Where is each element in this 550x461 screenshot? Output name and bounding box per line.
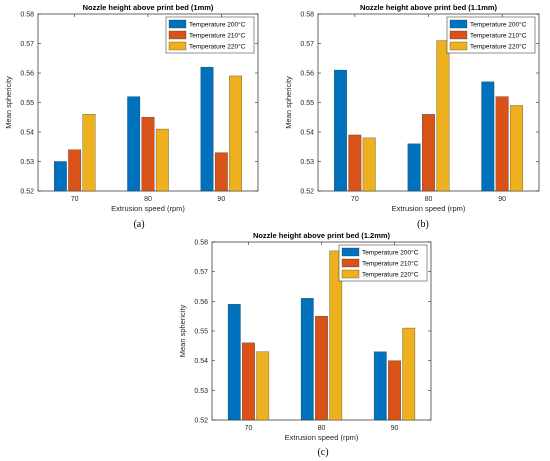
- panel-label: (b): [417, 219, 429, 230]
- y-tick-label: 0.57: [194, 269, 208, 276]
- chart-panel-3: 0.52 0.53 0.54 0.55 0.56 0.57 0.58 70 80 90 Nozzle…: [178, 231, 432, 458]
- y-tick-label: 0.58: [300, 12, 314, 19]
- chart-title: Nozzle height above print bed (1.1mm): [360, 3, 498, 12]
- bar-2: [348, 134, 362, 192]
- legend-swatch-1: [341, 247, 360, 257]
- legend-label-1: Temperature 200°C: [189, 21, 246, 29]
- bar-2: [315, 316, 328, 421]
- bar-1: [481, 81, 495, 192]
- x-axis-label: Extrusion speed (rpm): [392, 204, 466, 213]
- chart-title: Nozzle height above print bed (1mm): [83, 3, 214, 12]
- y-tick-label: 0.56: [300, 71, 314, 78]
- y-axis-label: Mean sphericity: [4, 76, 13, 129]
- x-tick-label: 80: [318, 425, 326, 432]
- bar-1: [334, 69, 347, 192]
- bar-1: [227, 304, 241, 421]
- y-tick-label: 0.54: [300, 130, 314, 137]
- y-tick-label: 0.58: [20, 12, 34, 19]
- y-tick-label: 0.52: [20, 189, 34, 196]
- bar-2: [68, 149, 82, 192]
- legend-swatch-2: [168, 30, 187, 40]
- bar-3: [402, 327, 416, 421]
- y-tick-label: 0.57: [300, 41, 314, 48]
- chart-panel-2: 0.52 0.53 0.54 0.55 0.56 0.57 0.58 70 80 90 Nozzle…: [284, 3, 540, 230]
- y-tick-label: 0.58: [194, 240, 208, 247]
- y-axis-label: Mean sphericity: [284, 76, 293, 129]
- y-tick-label: 0.56: [194, 299, 208, 306]
- x-axis-label: Extrusion speed (rpm): [111, 204, 185, 213]
- legend-label-2: Temperature 210°C: [470, 32, 527, 40]
- y-tick-label: 0.55: [20, 100, 34, 107]
- legend-swatch-2: [449, 30, 468, 40]
- legend-swatch-3: [341, 269, 360, 279]
- panel-label: (a): [133, 219, 144, 230]
- legend: Temperature 200°C Temperature 210°C Temper…: [165, 16, 255, 54]
- legend-swatch-1: [168, 19, 187, 29]
- bar-1: [373, 351, 387, 421]
- x-tick-label: 90: [217, 196, 225, 203]
- x-tick-label: 80: [425, 196, 433, 203]
- legend: Temperature 200°C Temperature 210°C Temper…: [338, 244, 428, 282]
- x-tick-label: 70: [71, 196, 79, 203]
- bar-3: [229, 75, 243, 192]
- bar-2: [141, 117, 155, 192]
- legend-swatch-1: [449, 19, 468, 29]
- bar-2: [242, 342, 255, 421]
- bar-3: [436, 40, 450, 192]
- y-tick-label: 0.54: [194, 358, 208, 365]
- bar-3: [155, 128, 169, 192]
- y-tick-label: 0.53: [300, 159, 314, 166]
- bar-1: [200, 66, 214, 192]
- bar-1: [127, 96, 141, 192]
- x-tick-label: 90: [391, 425, 399, 432]
- bar-3: [329, 250, 343, 421]
- bar-2: [388, 360, 401, 421]
- chart-panel-1: 0.52 0.53 0.54 0.55 0.56 0.57 0.58 70 80 90 Nozzle…: [4, 3, 259, 230]
- x-axis-label: Extrusion speed (rpm): [285, 433, 359, 442]
- legend-label-3: Temperature 220°C: [470, 43, 527, 51]
- x-tick-label: 90: [498, 196, 506, 203]
- y-tick-label: 0.54: [20, 130, 34, 137]
- bar-2: [214, 152, 228, 192]
- legend-swatch-2: [341, 258, 360, 268]
- bar-2: [495, 96, 509, 192]
- bar-2: [422, 114, 435, 192]
- legend: Temperature 200°C Temperature 210°C Temper…: [446, 16, 536, 54]
- y-tick-label: 0.52: [194, 418, 208, 425]
- bar-1: [300, 298, 314, 421]
- legend-swatch-3: [168, 41, 187, 51]
- y-tick-label: 0.57: [20, 41, 34, 48]
- bar-1: [53, 161, 67, 192]
- legend-label-2: Temperature 210°C: [189, 32, 246, 40]
- panel-label: (c): [317, 447, 328, 458]
- bar-3: [362, 137, 376, 192]
- legend-label-1: Temperature 200°C: [470, 21, 527, 29]
- y-axis-label: Mean sphericity: [178, 304, 187, 357]
- legend-label-3: Temperature 220°C: [189, 43, 246, 51]
- legend-label-3: Temperature 220°C: [362, 271, 419, 279]
- legend-label-2: Temperature 210°C: [362, 260, 419, 268]
- y-tick-label: 0.56: [20, 71, 34, 78]
- bar-3: [510, 105, 523, 192]
- chart-title: Nozzle height above print bed (1.2mm): [253, 231, 391, 240]
- y-tick-label: 0.53: [20, 159, 34, 166]
- x-tick-label: 70: [351, 196, 359, 203]
- bar-3: [82, 114, 96, 192]
- x-tick-label: 80: [144, 196, 152, 203]
- legend-swatch-3: [449, 41, 468, 51]
- y-tick-label: 0.55: [194, 329, 208, 336]
- x-tick-label: 70: [245, 425, 253, 432]
- y-tick-label: 0.52: [300, 189, 314, 196]
- bar-1: [407, 143, 421, 192]
- y-tick-label: 0.55: [300, 100, 314, 107]
- y-tick-label: 0.53: [194, 388, 208, 395]
- bar-3: [256, 351, 270, 421]
- legend-label-1: Temperature 200°C: [362, 249, 419, 257]
